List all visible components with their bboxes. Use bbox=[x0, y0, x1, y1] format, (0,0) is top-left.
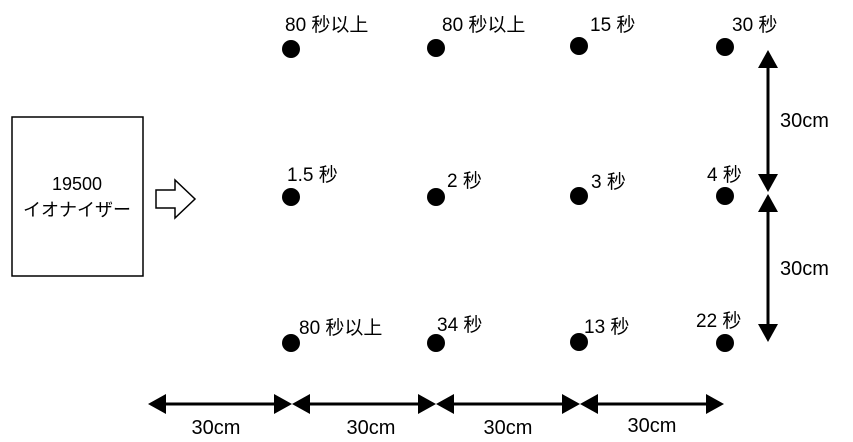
dimension-label: 30cm bbox=[780, 258, 829, 280]
dimension-label: 30cm bbox=[484, 417, 533, 439]
measurement-point bbox=[570, 37, 588, 55]
arrowhead-left-icon bbox=[436, 394, 454, 414]
measurement-point bbox=[427, 39, 445, 57]
arrowhead-left-icon bbox=[580, 394, 598, 414]
arrowhead-down-icon bbox=[758, 324, 778, 342]
airflow-arrow-icon bbox=[155, 178, 197, 220]
measurement-point bbox=[716, 38, 734, 56]
dimension-label: 30cm bbox=[628, 415, 677, 437]
measurement-label: 4 秒 bbox=[707, 164, 742, 186]
arrowhead-down-icon bbox=[758, 174, 778, 192]
dimension-label: 30cm bbox=[192, 417, 241, 439]
arrowhead-up-icon bbox=[758, 50, 778, 68]
measurement-label: 80 秒以上 bbox=[442, 14, 525, 36]
device-name-label: イオナイザー bbox=[23, 200, 131, 220]
arrowhead-right-icon bbox=[418, 394, 436, 414]
measurement-point bbox=[570, 333, 588, 351]
device-box bbox=[11, 116, 144, 277]
ionizer-device: 19500 イオナイザー bbox=[11, 116, 144, 277]
measurement-label: 1.5 秒 bbox=[287, 164, 338, 186]
arrowhead-up-icon bbox=[758, 194, 778, 212]
measurement-label: 34 秒 bbox=[437, 314, 482, 336]
measurement-label: 2 秒 bbox=[447, 170, 482, 192]
measurement-point bbox=[716, 187, 734, 205]
measurement-label: 80 秒以上 bbox=[285, 14, 368, 36]
measurement-point bbox=[716, 334, 734, 352]
measurement-label: 15 秒 bbox=[590, 14, 635, 36]
device-model-label: 19500 bbox=[52, 174, 102, 194]
measurement-label: 13 秒 bbox=[584, 316, 629, 338]
measurement-point bbox=[282, 188, 300, 206]
measurement-point bbox=[427, 188, 445, 206]
dimension-label: 30cm bbox=[347, 417, 396, 439]
measurement-point bbox=[427, 334, 445, 352]
arrowhead-right-icon bbox=[274, 394, 292, 414]
horizontal-dimension-1: 30cm bbox=[148, 394, 292, 439]
arrowhead-right-icon bbox=[706, 394, 724, 414]
measurement-point bbox=[282, 40, 300, 58]
measurement-label: 22 秒 bbox=[696, 310, 741, 332]
arrowhead-left-icon bbox=[292, 394, 310, 414]
vertical-dimension-lower: 30cm bbox=[758, 194, 829, 342]
measurement-label: 3 秒 bbox=[591, 171, 626, 193]
measurement-label: 80 秒以上 bbox=[299, 317, 382, 339]
horizontal-dimension-2: 30cm bbox=[292, 394, 436, 439]
measurement-point bbox=[570, 187, 588, 205]
row-bottom: 80 秒以上 34 秒 13 秒 22 秒 bbox=[282, 310, 741, 352]
row-middle: 1.5 秒 2 秒 3 秒 4 秒 bbox=[282, 164, 742, 206]
horizontal-dimension-3: 30cm bbox=[436, 394, 580, 439]
measurement-point bbox=[282, 334, 300, 352]
arrowhead-right-icon bbox=[562, 394, 580, 414]
row-top: 80 秒以上 80 秒以上 15 秒 30 秒 bbox=[282, 14, 777, 58]
vertical-dimension-upper: 30cm bbox=[758, 50, 829, 192]
arrowhead-left-icon bbox=[148, 394, 166, 414]
horizontal-dimension-4: 30cm bbox=[580, 394, 724, 437]
measurement-label: 30 秒 bbox=[732, 14, 777, 36]
dimension-label: 30cm bbox=[780, 110, 829, 132]
